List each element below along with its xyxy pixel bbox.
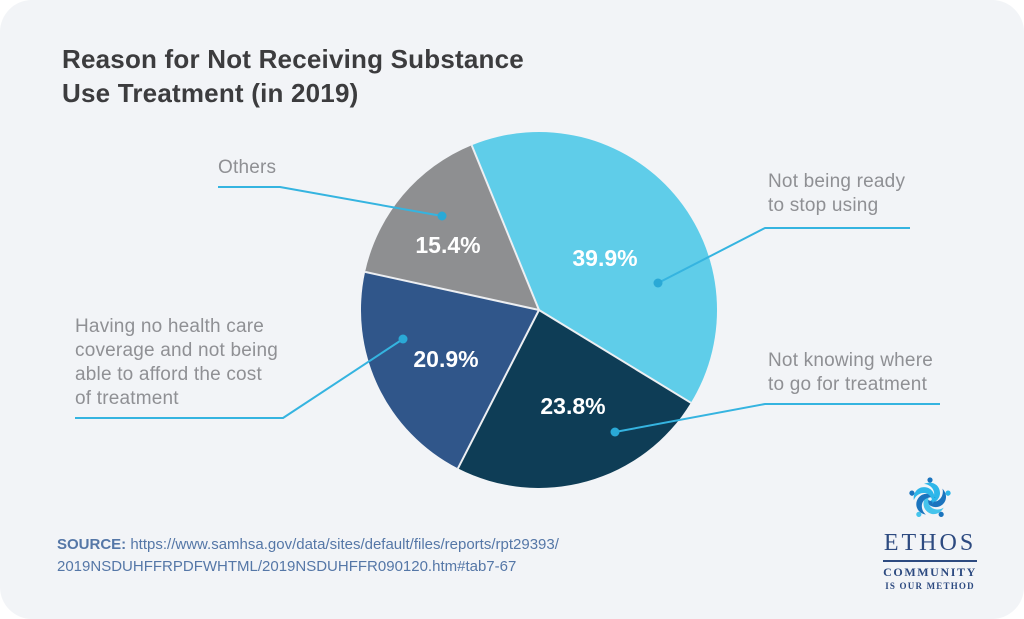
slice-label-others: Others bbox=[218, 157, 277, 178]
callout-dot-ready bbox=[653, 278, 663, 288]
pie-slice-2 bbox=[360, 271, 539, 469]
ethos-logo: ETHOS COMMUNITY IS OUR METHOD bbox=[872, 474, 988, 591]
page-title: Reason for Not Receiving Substance Use T… bbox=[62, 44, 524, 108]
pie-slices bbox=[360, 131, 718, 488]
callout-dot-knowing bbox=[610, 427, 620, 437]
pie-separator-2 bbox=[457, 309, 540, 469]
slice-label-not-knowing: Not knowing where to go for treatment bbox=[768, 350, 933, 395]
callout-dot-others bbox=[437, 211, 447, 221]
pie-value-labels: 39.9% 23.8% 20.9% 15.4% bbox=[413, 232, 637, 419]
pie-separator-1 bbox=[538, 309, 692, 404]
source-label: SOURCE: bbox=[57, 536, 127, 553]
source-citation: SOURCE: https://www.samhsa.gov/data/site… bbox=[57, 534, 559, 578]
pie-value-label-0: 39.9% bbox=[572, 245, 637, 271]
pie-separator-0 bbox=[470, 144, 540, 311]
logo-name: ETHOS bbox=[883, 530, 977, 556]
logo-tagline-line1: COMMUNITY bbox=[883, 565, 977, 579]
callout-line-others bbox=[218, 186, 443, 217]
logo-tagline-line2: IS OUR METHOD bbox=[885, 581, 975, 591]
source-url: https://www.samhsa.gov/data/sites/defaul… bbox=[57, 536, 559, 575]
pie-value-label-2: 20.9% bbox=[413, 346, 478, 372]
slice-label-not-ready: Not being ready to stop using bbox=[768, 171, 906, 216]
pie-slice-3 bbox=[365, 145, 539, 310]
pie-value-label-3: 15.4% bbox=[415, 232, 480, 258]
ethos-logo-icon bbox=[909, 477, 951, 517]
logo-divider bbox=[883, 560, 977, 562]
pie-slice-0 bbox=[471, 131, 718, 403]
callout-line-ready bbox=[657, 227, 910, 284]
pie-slice-1 bbox=[457, 310, 691, 488]
pie-value-label-1: 23.8% bbox=[540, 393, 605, 419]
callout-line-knowing bbox=[614, 403, 940, 433]
slice-label-no-coverage: Having no health care coverage and not b… bbox=[75, 316, 279, 409]
callout-line-coverage bbox=[75, 338, 404, 419]
pie-separator-3 bbox=[364, 270, 540, 311]
pie-slice-separators bbox=[364, 144, 692, 469]
callout-dot-coverage bbox=[398, 334, 408, 344]
callouts bbox=[75, 186, 940, 437]
